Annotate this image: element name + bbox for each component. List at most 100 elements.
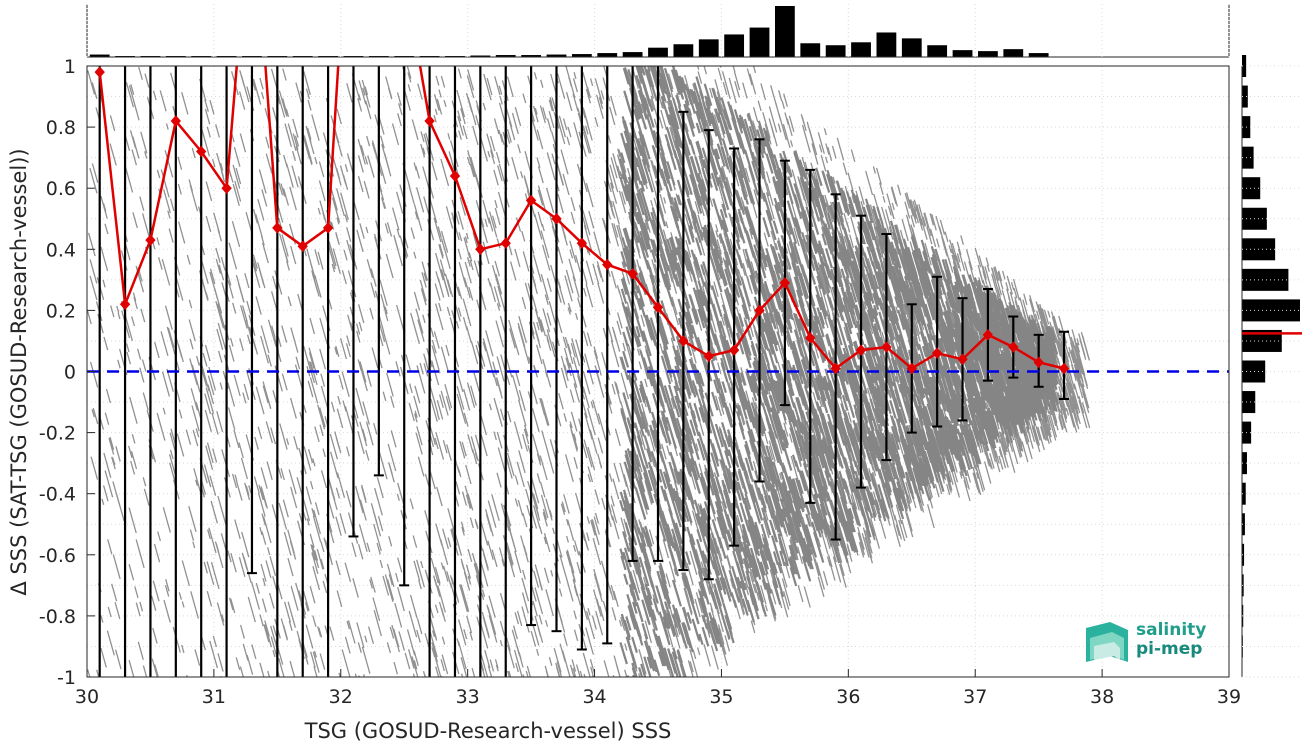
x-hist-bar xyxy=(546,54,567,57)
mean-marker xyxy=(145,234,156,246)
mean-line xyxy=(94,66,1070,375)
x-hist-bar xyxy=(648,47,668,57)
mean-marker xyxy=(424,115,435,127)
mean-marker xyxy=(297,240,308,252)
mean-marker xyxy=(830,362,841,375)
y-tick-label: -1 xyxy=(57,667,76,689)
y-hist-bar xyxy=(1242,482,1246,505)
y-hist-bar xyxy=(1242,391,1256,414)
x-hist-bar xyxy=(673,44,694,57)
y-tick-label: 0.4 xyxy=(46,239,76,261)
mean-marker xyxy=(906,362,917,375)
mean-marker xyxy=(855,344,867,356)
y-hist-bar xyxy=(1242,55,1247,77)
x-hist-bar xyxy=(1028,53,1049,57)
mean-marker xyxy=(652,301,664,314)
mean-marker xyxy=(449,170,461,182)
mean-marker xyxy=(754,304,765,317)
x-tick-label: 34 xyxy=(582,686,606,708)
mean-marker xyxy=(322,222,334,234)
x-tick-label: 39 xyxy=(1217,686,1241,708)
x-tick-label: 35 xyxy=(709,686,733,708)
x-hist-bar xyxy=(622,52,643,57)
x-tick-label: 36 xyxy=(836,686,860,708)
x-tick-label: 31 xyxy=(202,686,226,708)
x-hist-bar xyxy=(521,55,542,57)
logo-line-1: salinity xyxy=(1136,620,1207,640)
y-hist-bar xyxy=(1242,329,1282,352)
x-hist-bar xyxy=(470,55,491,57)
x-hist-bar xyxy=(698,39,719,57)
mean-marker xyxy=(779,277,791,289)
mean-marker xyxy=(170,115,181,127)
y-hist-bar xyxy=(1242,268,1289,291)
salinity-pi-mep-logo: salinity pi-mep xyxy=(1084,616,1214,668)
mean-marker xyxy=(982,329,994,341)
scatter-cloud xyxy=(87,66,1091,677)
y-tick-label: 1 xyxy=(64,56,76,78)
mean-marker xyxy=(957,353,968,366)
mean-marker xyxy=(500,237,511,249)
wave-logo-icon xyxy=(1086,622,1128,662)
x-hist-bar xyxy=(749,27,770,57)
y-hist-bar xyxy=(1242,177,1261,200)
mean-marker xyxy=(551,213,562,225)
mean-marker xyxy=(272,222,283,234)
mean-marker xyxy=(94,66,105,78)
y-tick-label: -0.2 xyxy=(39,423,76,445)
mean-marker xyxy=(525,194,537,207)
mean-marker xyxy=(196,145,207,158)
x-hist-bar xyxy=(597,53,618,57)
mean-marker xyxy=(1058,362,1070,375)
mean-marker xyxy=(576,237,588,249)
x-hist-bar xyxy=(901,38,922,57)
mean-marker xyxy=(1008,341,1019,353)
x-tick-label: 37 xyxy=(963,686,987,708)
y-hist-bar xyxy=(1242,146,1254,169)
x-hist-bar xyxy=(876,32,897,57)
x-hist-bar xyxy=(724,34,745,57)
x-hist-bar xyxy=(89,54,110,57)
mean-marker xyxy=(602,258,613,271)
x-hist-bar xyxy=(952,50,973,57)
axes xyxy=(86,65,1230,678)
x-tick-label: 30 xyxy=(75,686,99,708)
x-hist-bar xyxy=(978,51,998,57)
mean-marker xyxy=(627,267,638,280)
y-tick-label: 0.6 xyxy=(46,178,76,200)
y-hist-bar xyxy=(1242,360,1266,383)
mean-marker xyxy=(119,298,131,311)
y-tick-label: -0.4 xyxy=(39,484,76,506)
mean-marker xyxy=(1033,356,1044,369)
x-axis-label: TSG (GOSUD-Research-vessel) SSS xyxy=(304,719,672,743)
y-tick-label: 0.2 xyxy=(46,300,76,322)
mean-marker xyxy=(881,341,892,353)
y-histogram xyxy=(1241,55,1302,677)
x-hist-bar xyxy=(851,42,871,57)
x-hist-bar xyxy=(800,43,821,57)
x-hist-bar xyxy=(495,55,516,57)
y-hist-bar xyxy=(1242,543,1245,566)
x-tick-label: 32 xyxy=(329,686,353,708)
x-hist-bar xyxy=(927,45,948,57)
y-hist-bar xyxy=(1242,452,1247,475)
y-tick-label: -0.6 xyxy=(39,545,76,567)
mean-marker xyxy=(678,335,689,347)
grid xyxy=(86,4,1302,678)
mean-marker xyxy=(805,332,816,344)
y-tick-label: 0.8 xyxy=(46,117,76,139)
x-hist-bar xyxy=(774,6,795,57)
mean-marker xyxy=(221,182,232,194)
logo-line-2: pi-mep xyxy=(1136,639,1203,659)
mean-marker xyxy=(931,347,943,359)
x-tick-label: 38 xyxy=(1090,686,1114,708)
mean-marker xyxy=(475,243,486,256)
y-hist-bar xyxy=(1242,85,1248,108)
x-histogram xyxy=(86,4,1230,58)
x-hist-bar xyxy=(825,45,846,57)
tick-labels: 30 31 32 33 34 35 36 37 38 39 -1 -0.8 -0.6 -0.4 -0.2 0 0… xyxy=(39,56,1241,708)
y-axis-label: Δ SSS (SAT-TSG (GOSUD-Research-vessel)) xyxy=(7,148,31,595)
mean-marker xyxy=(728,344,740,356)
mean-marker xyxy=(703,350,714,362)
